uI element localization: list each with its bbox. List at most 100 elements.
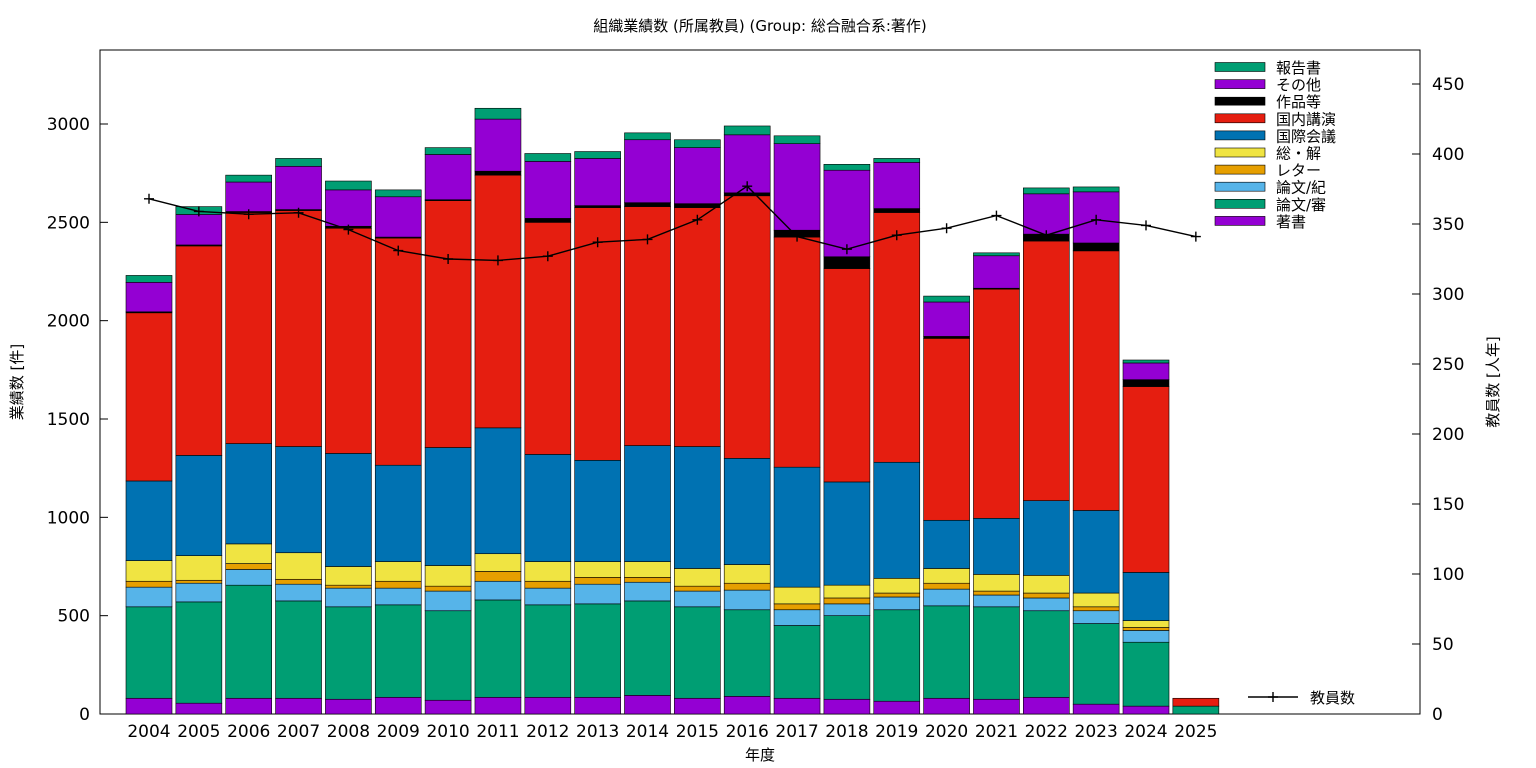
bar-segment bbox=[474, 118, 522, 172]
bar-segment bbox=[1122, 620, 1170, 628]
bar-segment bbox=[723, 125, 771, 136]
line-point bbox=[1041, 230, 1052, 241]
bar-segment bbox=[624, 581, 671, 602]
bar-segment bbox=[524, 454, 572, 562]
bar-segment bbox=[674, 139, 721, 148]
bar-segment bbox=[225, 443, 272, 545]
line-point bbox=[642, 234, 653, 245]
bar-segment bbox=[723, 695, 771, 715]
bar-segment bbox=[424, 200, 472, 448]
line-point bbox=[692, 214, 703, 225]
bar-segment bbox=[674, 446, 721, 569]
bar-segment bbox=[125, 606, 173, 699]
x-axis: 2004 2005 2006 2007 2008 2009 2010 2011 2012 2013… bbox=[127, 722, 1217, 742]
bar-segment bbox=[1072, 510, 1120, 594]
bar-segment bbox=[1122, 386, 1170, 573]
bar-segment bbox=[624, 202, 671, 207]
bar-segment bbox=[474, 427, 522, 555]
bar-segment bbox=[773, 625, 821, 699]
bar-segment bbox=[424, 147, 472, 155]
bar-segment bbox=[873, 158, 921, 163]
bar-segment bbox=[524, 218, 572, 223]
y2-tick-label: 350 bbox=[1432, 215, 1464, 235]
bar-segment bbox=[325, 698, 372, 715]
bar-segment bbox=[773, 603, 821, 611]
y2-tick-label: 50 bbox=[1432, 635, 1454, 655]
bar-segment bbox=[574, 583, 621, 605]
bar-segment bbox=[175, 579, 223, 584]
x-tick-label: 2024 bbox=[1124, 722, 1167, 742]
bar-segment bbox=[624, 561, 671, 578]
bar-segment bbox=[175, 702, 223, 715]
bar-segment bbox=[424, 154, 472, 201]
bar-segment bbox=[624, 139, 671, 203]
bar-segment bbox=[723, 192, 771, 197]
legend-swatch bbox=[1214, 96, 1266, 106]
bar-segment bbox=[574, 151, 621, 159]
bar-segment bbox=[424, 585, 472, 592]
bar-segment bbox=[674, 203, 721, 208]
y-axis: 0 500 1000 1500 2000 2500 3000 bbox=[47, 115, 108, 725]
bar-segment bbox=[1022, 193, 1070, 235]
bar-segment bbox=[275, 578, 322, 585]
y2-tick-label: 100 bbox=[1432, 565, 1464, 585]
bar-segment bbox=[1122, 379, 1170, 387]
bar-segment bbox=[624, 445, 671, 562]
bar-segment bbox=[424, 590, 472, 612]
x-tick-label: 2011 bbox=[476, 722, 519, 742]
x-axis-label: 年度 bbox=[745, 746, 775, 764]
line-point bbox=[991, 210, 1002, 221]
line-point bbox=[492, 255, 503, 266]
bar-segment bbox=[1122, 630, 1170, 643]
bar-segment bbox=[873, 577, 921, 594]
y2-tick-label: 450 bbox=[1432, 75, 1464, 95]
bar-segment bbox=[325, 453, 372, 567]
bar-segment bbox=[1122, 572, 1170, 621]
bar-segment bbox=[773, 697, 821, 715]
bar-segment bbox=[524, 561, 572, 582]
bar-segment bbox=[873, 208, 921, 213]
bar-segment bbox=[524, 587, 572, 606]
line-point bbox=[343, 224, 354, 235]
line-point bbox=[144, 193, 154, 204]
bar-segment bbox=[1072, 610, 1120, 624]
bar-segment bbox=[723, 609, 771, 697]
bar-segment bbox=[175, 582, 223, 603]
legend-label: 国内講演 bbox=[1276, 110, 1336, 128]
bar-segment bbox=[275, 583, 322, 602]
bar-segment bbox=[1122, 627, 1170, 631]
bar-segment bbox=[225, 563, 272, 570]
bar-segment bbox=[923, 295, 970, 303]
y-tick-label: 1000 bbox=[47, 508, 90, 528]
bar-segment bbox=[823, 584, 871, 599]
bar-segment bbox=[973, 698, 1020, 715]
legend-swatch bbox=[1214, 147, 1266, 158]
x-tick-label: 2019 bbox=[875, 722, 918, 742]
bar-segment bbox=[175, 555, 223, 581]
bar-segment bbox=[474, 599, 522, 698]
bar-segment bbox=[474, 580, 522, 601]
bar-segment bbox=[275, 600, 322, 699]
bar-segment bbox=[723, 564, 771, 584]
bar-segment bbox=[424, 565, 472, 587]
bar-segment bbox=[225, 212, 272, 444]
bar-segment bbox=[125, 586, 173, 608]
bar-segment bbox=[524, 580, 572, 589]
line-point bbox=[542, 251, 553, 262]
bar-segment bbox=[773, 609, 821, 626]
bar-segment bbox=[225, 543, 272, 564]
bar-segment bbox=[374, 196, 422, 238]
bar-segment bbox=[325, 189, 372, 227]
legend-label: 論文/紀 bbox=[1276, 179, 1326, 197]
x-tick-label: 2009 bbox=[377, 722, 420, 742]
y-tick-label: 1500 bbox=[47, 410, 90, 430]
bar-segment bbox=[1022, 597, 1070, 612]
y-tick-label: 0 bbox=[79, 705, 90, 725]
x-tick-label: 2010 bbox=[426, 722, 469, 742]
y2-tick-label: 150 bbox=[1432, 495, 1464, 515]
bar-segment bbox=[923, 582, 970, 590]
y-tick-label: 3000 bbox=[47, 115, 90, 135]
bar-segment bbox=[574, 561, 621, 578]
legend-label: 国際会議 bbox=[1276, 127, 1336, 145]
line-group bbox=[144, 181, 1201, 266]
